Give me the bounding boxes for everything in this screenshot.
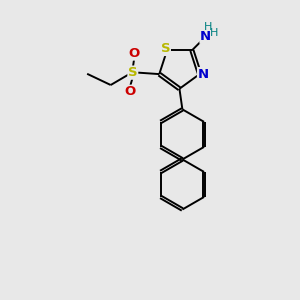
- Text: S: S: [128, 66, 138, 79]
- Text: S: S: [161, 42, 170, 56]
- Text: N: N: [198, 68, 209, 81]
- Text: H: H: [210, 28, 219, 38]
- Text: O: O: [124, 85, 136, 98]
- Text: H: H: [203, 22, 212, 32]
- Text: N: N: [200, 30, 211, 43]
- Text: O: O: [129, 47, 140, 60]
